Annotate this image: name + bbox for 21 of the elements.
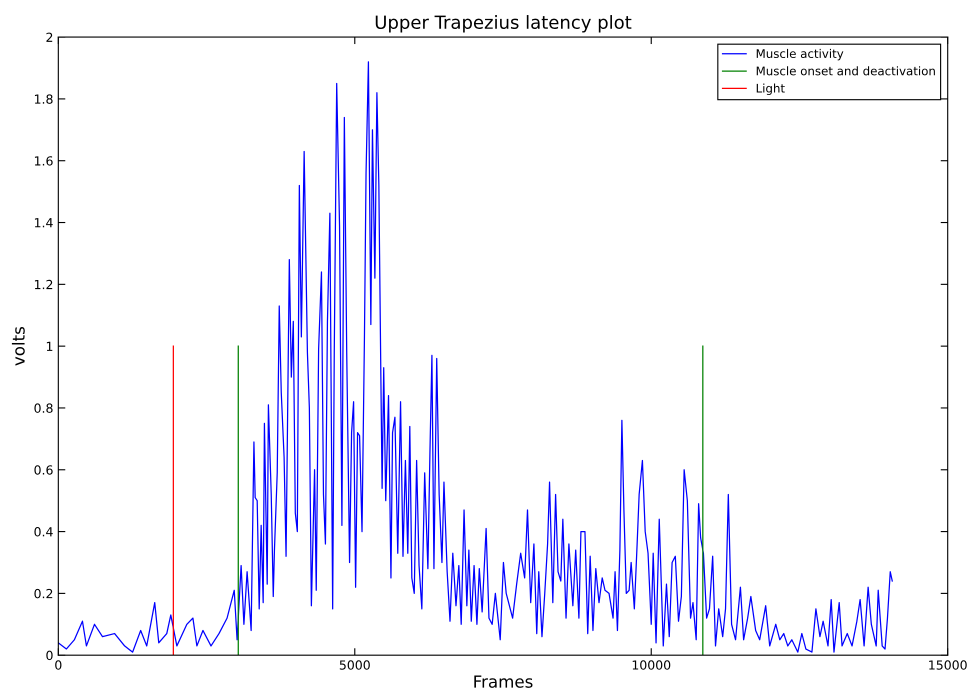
y-tick-label: 1.2: [34, 280, 52, 290]
x-tick-label: 15000: [929, 660, 967, 670]
y-tick-label: 0.8: [34, 403, 53, 413]
y-tick-label: 0.2: [34, 588, 52, 598]
x-tick-label: 5000: [340, 660, 370, 670]
y-tick-label: 1.4: [34, 218, 53, 228]
y-axis-title: volts: [12, 327, 25, 366]
y-tick-label: 0.6: [34, 465, 53, 475]
x-tick-label: 10000: [632, 660, 670, 670]
y-tick-label: 0.4: [34, 527, 53, 537]
x-tick-label: 0: [55, 660, 62, 670]
y-tick-label: 1: [46, 342, 52, 351]
chart-title: Upper Trapezius latency plot: [376, 15, 632, 33]
legend-label: Light: [756, 84, 785, 95]
y-tick-label: 2: [46, 32, 52, 42]
x-axis-title: Frames: [474, 675, 533, 688]
legend-label: Muscle activity: [756, 48, 844, 60]
y-tick-label: 1.6: [34, 156, 53, 166]
legend-label: Muscle onset and deactivation: [756, 66, 935, 76]
y-tick-label: 0: [46, 650, 53, 660]
y-tick-label: 1.8: [34, 94, 53, 104]
